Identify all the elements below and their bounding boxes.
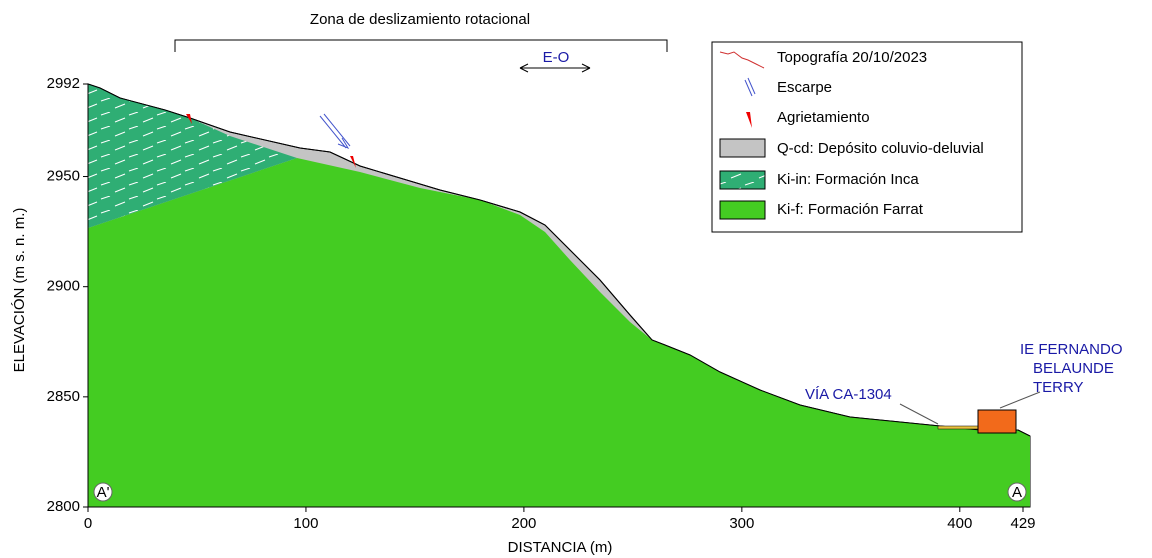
y-tick-label: 2992 — [47, 75, 80, 92]
road-label: VÍA CA-1304 — [805, 386, 892, 403]
y-tick-label: 2800 — [47, 498, 80, 515]
crack — [186, 114, 192, 124]
y-tick-label: 2950 — [47, 168, 80, 185]
y-axis-label: ELEVACIÓN (m s. n. m.) — [11, 208, 28, 373]
legend-label: Ki-f: Formación Farrat — [777, 201, 924, 218]
surface — [87, 83, 1031, 437]
zone-bracket — [174, 39, 668, 52]
title: Zona de deslizamiento rotacional — [310, 11, 530, 28]
legend-label: Ki-in: Formación Inca — [777, 171, 919, 188]
scarp — [319, 113, 351, 150]
x-tick-label: 400 — [947, 515, 972, 532]
school-label: TERRY — [1033, 379, 1084, 396]
section-end: A — [1012, 484, 1022, 501]
farrat — [88, 158, 1030, 507]
section-marker — [93, 482, 113, 502]
x-tick-label: 200 — [511, 515, 536, 532]
x-tick-label: 100 — [293, 515, 318, 532]
legend-label: Escarpe — [777, 79, 832, 96]
section-start: A' — [97, 484, 110, 501]
x-tick-label: 0 — [84, 515, 92, 532]
legend — [711, 41, 1023, 233]
x-tick-label: 429 — [1010, 515, 1035, 532]
y-tick-label: 2900 — [47, 278, 80, 295]
legend-label: Topografía 20/10/2023 — [777, 49, 927, 66]
legend-label: Agrietamiento — [777, 109, 870, 126]
legend-crack — [746, 112, 752, 128]
direction: E-O — [543, 49, 570, 66]
legend-inca — [719, 170, 766, 190]
y-tick-label: 2850 — [47, 388, 80, 405]
legend-scarp — [744, 77, 756, 97]
x-tick-label: 300 — [729, 515, 754, 532]
road — [937, 425, 979, 430]
legend-label: Q-cd: Depósito coluvio-deluvial — [777, 140, 984, 157]
school — [977, 409, 1017, 434]
direction-arrow — [519, 63, 591, 73]
school-label: BELAUNDE — [1033, 360, 1114, 377]
section-marker — [1007, 482, 1027, 502]
legend-farrat — [719, 200, 766, 220]
crack — [350, 156, 356, 168]
school-label: IE FERNANDO — [1020, 341, 1123, 358]
legend-colluvium — [719, 138, 766, 158]
road-leader — [899, 403, 939, 425]
inca — [88, 84, 297, 228]
school-leader — [999, 391, 1041, 409]
legend-topo — [719, 51, 765, 69]
x-axis-label: DISTANCIA (m) — [508, 539, 613, 556]
